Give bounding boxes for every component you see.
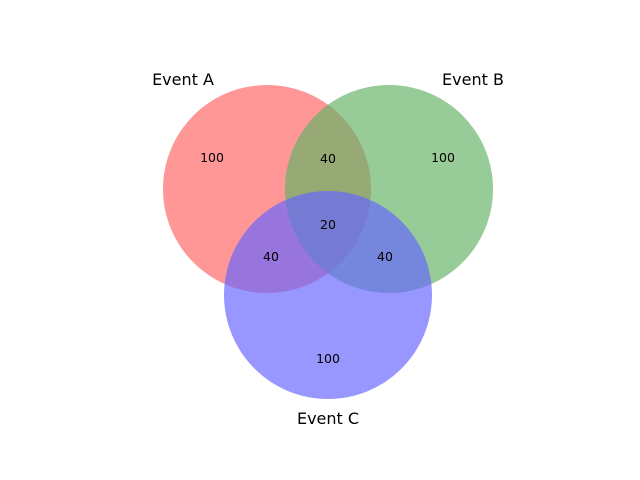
region-ac: 40 [263, 249, 279, 264]
region-bc: 40 [377, 249, 393, 264]
set-label-event-b: Event B [442, 70, 504, 89]
set-labels: Event A Event B Event C [152, 70, 504, 428]
circle-event-c [224, 191, 432, 399]
region-ab: 40 [320, 151, 336, 166]
region-abc: 20 [320, 217, 336, 232]
region-c-only: 100 [316, 351, 340, 366]
set-label-event-c: Event C [297, 409, 359, 428]
region-labels: 100 100 100 40 40 40 20 [200, 150, 455, 366]
region-b-only: 100 [431, 150, 455, 165]
set-label-event-a: Event A [152, 70, 214, 89]
region-a-only: 100 [200, 150, 224, 165]
venn-circles [163, 85, 493, 399]
